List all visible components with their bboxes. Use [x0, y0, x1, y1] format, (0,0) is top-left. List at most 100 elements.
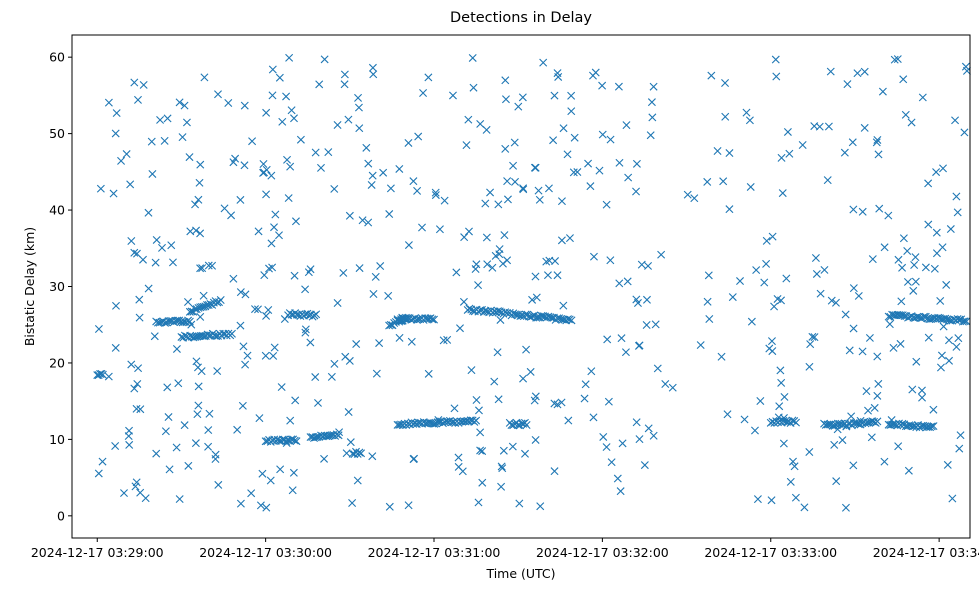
detection-point	[530, 163, 539, 172]
detection-point	[952, 342, 961, 351]
detection-point	[707, 71, 716, 80]
detection-point	[550, 91, 559, 100]
detection-point	[723, 410, 732, 419]
detection-point	[725, 205, 734, 214]
detection-point	[792, 418, 801, 427]
detection-point	[589, 252, 598, 261]
detection-point	[740, 415, 749, 424]
detection-point	[412, 315, 421, 324]
detection-point	[929, 405, 938, 414]
detection-point	[632, 187, 641, 196]
detection-point	[204, 426, 213, 435]
detection-point	[559, 301, 568, 310]
detection-point	[903, 247, 912, 256]
detection-point	[775, 402, 784, 411]
detection-point	[355, 124, 364, 133]
detection-point	[178, 318, 187, 327]
detection-point	[816, 289, 825, 298]
detection-point	[131, 482, 140, 491]
detection-point	[791, 493, 800, 502]
detection-point	[747, 317, 756, 326]
detection-point	[168, 258, 177, 267]
detection-point	[703, 177, 712, 186]
detection-point	[241, 360, 250, 369]
detection-point	[482, 233, 491, 242]
detection-point	[312, 310, 321, 319]
detection-point	[320, 454, 329, 463]
detection-point	[823, 420, 832, 429]
detection-point	[204, 442, 213, 451]
detection-point	[330, 184, 339, 193]
detection-point	[277, 383, 286, 392]
detection-point	[777, 153, 786, 162]
detection-point	[450, 404, 459, 413]
detection-point	[357, 449, 366, 458]
detection-point	[262, 190, 271, 199]
detection-point	[661, 379, 670, 388]
y-tick-label: 20	[49, 355, 65, 370]
detection-point	[147, 137, 156, 146]
detection-point	[918, 393, 927, 402]
detection-point	[717, 352, 726, 361]
detection-point	[962, 317, 971, 326]
detection-point	[334, 431, 343, 440]
detection-point	[120, 489, 128, 498]
y-tick-label: 10	[49, 432, 65, 447]
x-tick-label: 2024-12-17 03:31:00	[368, 545, 501, 560]
detection-point	[587, 367, 596, 376]
detection-point	[175, 98, 184, 107]
detection-point	[543, 271, 552, 280]
detection-point	[192, 357, 201, 366]
detection-point	[130, 384, 139, 393]
detection-point	[607, 458, 616, 467]
detection-point	[615, 158, 624, 167]
detection-point	[889, 343, 898, 352]
detection-point	[932, 249, 941, 258]
data-points	[93, 53, 971, 512]
detection-point	[368, 171, 377, 180]
detection-point	[553, 400, 562, 409]
detection-point	[165, 465, 174, 474]
detection-point	[418, 223, 426, 232]
detection-point	[840, 148, 849, 157]
detection-point	[750, 426, 759, 435]
detection-point	[960, 128, 969, 137]
detection-point	[270, 223, 279, 232]
detection-point	[185, 153, 194, 162]
x-axis-ticks: 2024-12-17 03:29:00 2024-12-17 03:30:00 20…	[31, 538, 979, 560]
detection-point	[156, 115, 165, 124]
detection-point	[946, 225, 955, 234]
detection-point	[961, 62, 970, 71]
detection-point	[112, 301, 120, 310]
detection-point	[465, 304, 474, 313]
detection-point	[282, 92, 291, 101]
detection-point	[290, 271, 299, 280]
detection-point	[258, 469, 267, 478]
detection-point	[461, 417, 470, 426]
detection-point	[544, 184, 553, 193]
detection-point	[522, 421, 531, 430]
detection-point	[130, 248, 139, 257]
detection-point	[756, 397, 765, 405]
x-tick-label: 2024-12-17 03:33:00	[704, 545, 837, 560]
detection-point	[494, 395, 503, 404]
detection-point	[637, 260, 646, 269]
detection-point	[255, 414, 264, 423]
detection-point	[213, 367, 222, 376]
detection-point	[874, 150, 883, 159]
detection-point	[635, 435, 644, 444]
detection-point	[276, 465, 285, 474]
detection-point	[598, 81, 607, 90]
detection-point	[604, 397, 613, 406]
detection-point	[885, 320, 894, 329]
detection-point	[917, 421, 926, 430]
detection-point	[150, 332, 159, 341]
detection-point	[285, 53, 294, 62]
detection-point	[261, 351, 270, 360]
detection-point	[532, 293, 541, 302]
detection-point	[345, 211, 354, 220]
detection-point	[632, 295, 641, 304]
detection-point	[407, 337, 416, 346]
detection-point	[549, 136, 558, 145]
detection-point	[932, 228, 941, 237]
